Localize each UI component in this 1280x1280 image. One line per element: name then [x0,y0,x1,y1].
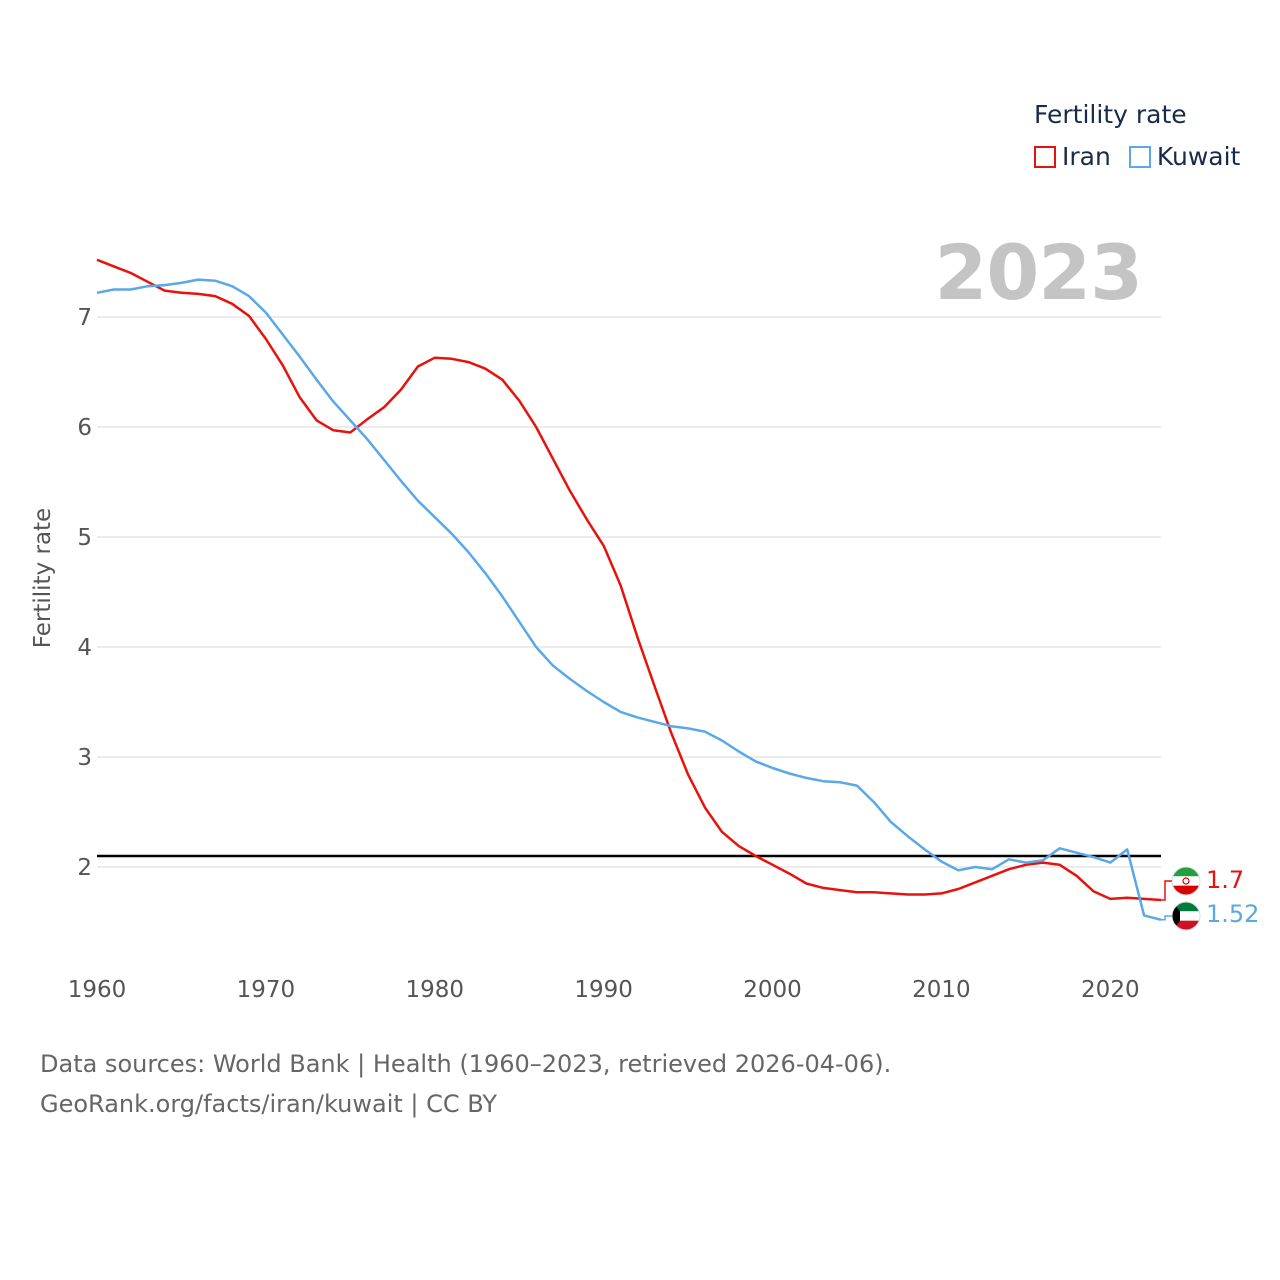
grid-lines [97,316,1161,868]
data-sources-line: Data sources: World Bank | Health (1960–… [40,1050,892,1078]
x-tick-1990: 1990 [574,977,633,1003]
legend-title: Fertility rate [1034,100,1187,129]
iran-flag-icon [1171,866,1201,896]
end-markers [1161,866,1201,931]
legend-item-kuwait[interactable]: Kuwait [1128,142,1241,171]
x-tick-2010: 2010 [912,977,971,1003]
footer: Data sources: World Bank | Health (1960–… [40,1044,891,1124]
source-url-line: GeoRank.org/facts/iran/kuwait | CC BY [40,1090,498,1118]
kuwait-end-connector [1161,915,1172,921]
kuwait-flag-icon [1171,901,1201,931]
legend-swatch-iran [1034,145,1056,168]
iran-end-connector [1161,880,1172,901]
iran-end-value: 1.7 [1206,866,1245,894]
legend-item-iran[interactable]: Iran [1034,142,1111,171]
legend-label-iran: Iran [1062,142,1111,171]
legend-label-kuwait: Kuwait [1156,142,1241,171]
y-axis-label: Fertility rate [30,507,56,649]
y-tick-6: 6 [77,415,92,441]
x-tick-1970: 1970 [237,977,296,1003]
y-tick-5: 5 [77,525,92,551]
y-tick-7: 7 [77,305,92,331]
x-tick-2000: 2000 [743,977,802,1003]
y-tick-4: 4 [77,635,92,661]
legend-swatch-kuwait [1128,145,1151,168]
series-line-kuwait [96,278,1162,922]
x-tick-2020: 2020 [1081,977,1140,1003]
legend: Iran Kuwait [1034,142,1240,171]
series-lines [96,258,1162,922]
kuwait-end-value: 1.52 [1206,900,1260,928]
y-tick-labels: 2 3 4 5 6 7 [77,305,92,881]
current-year-label: 2023 [934,228,1143,317]
x-tick-labels: 1960 1970 1980 1990 2000 2010 2020 [68,977,1140,1003]
x-tick-1980: 1980 [406,977,465,1003]
x-tick-1960: 1960 [68,977,127,1003]
y-tick-2: 2 [77,855,92,881]
series-line-iran [96,258,1162,902]
y-tick-3: 3 [77,745,92,771]
